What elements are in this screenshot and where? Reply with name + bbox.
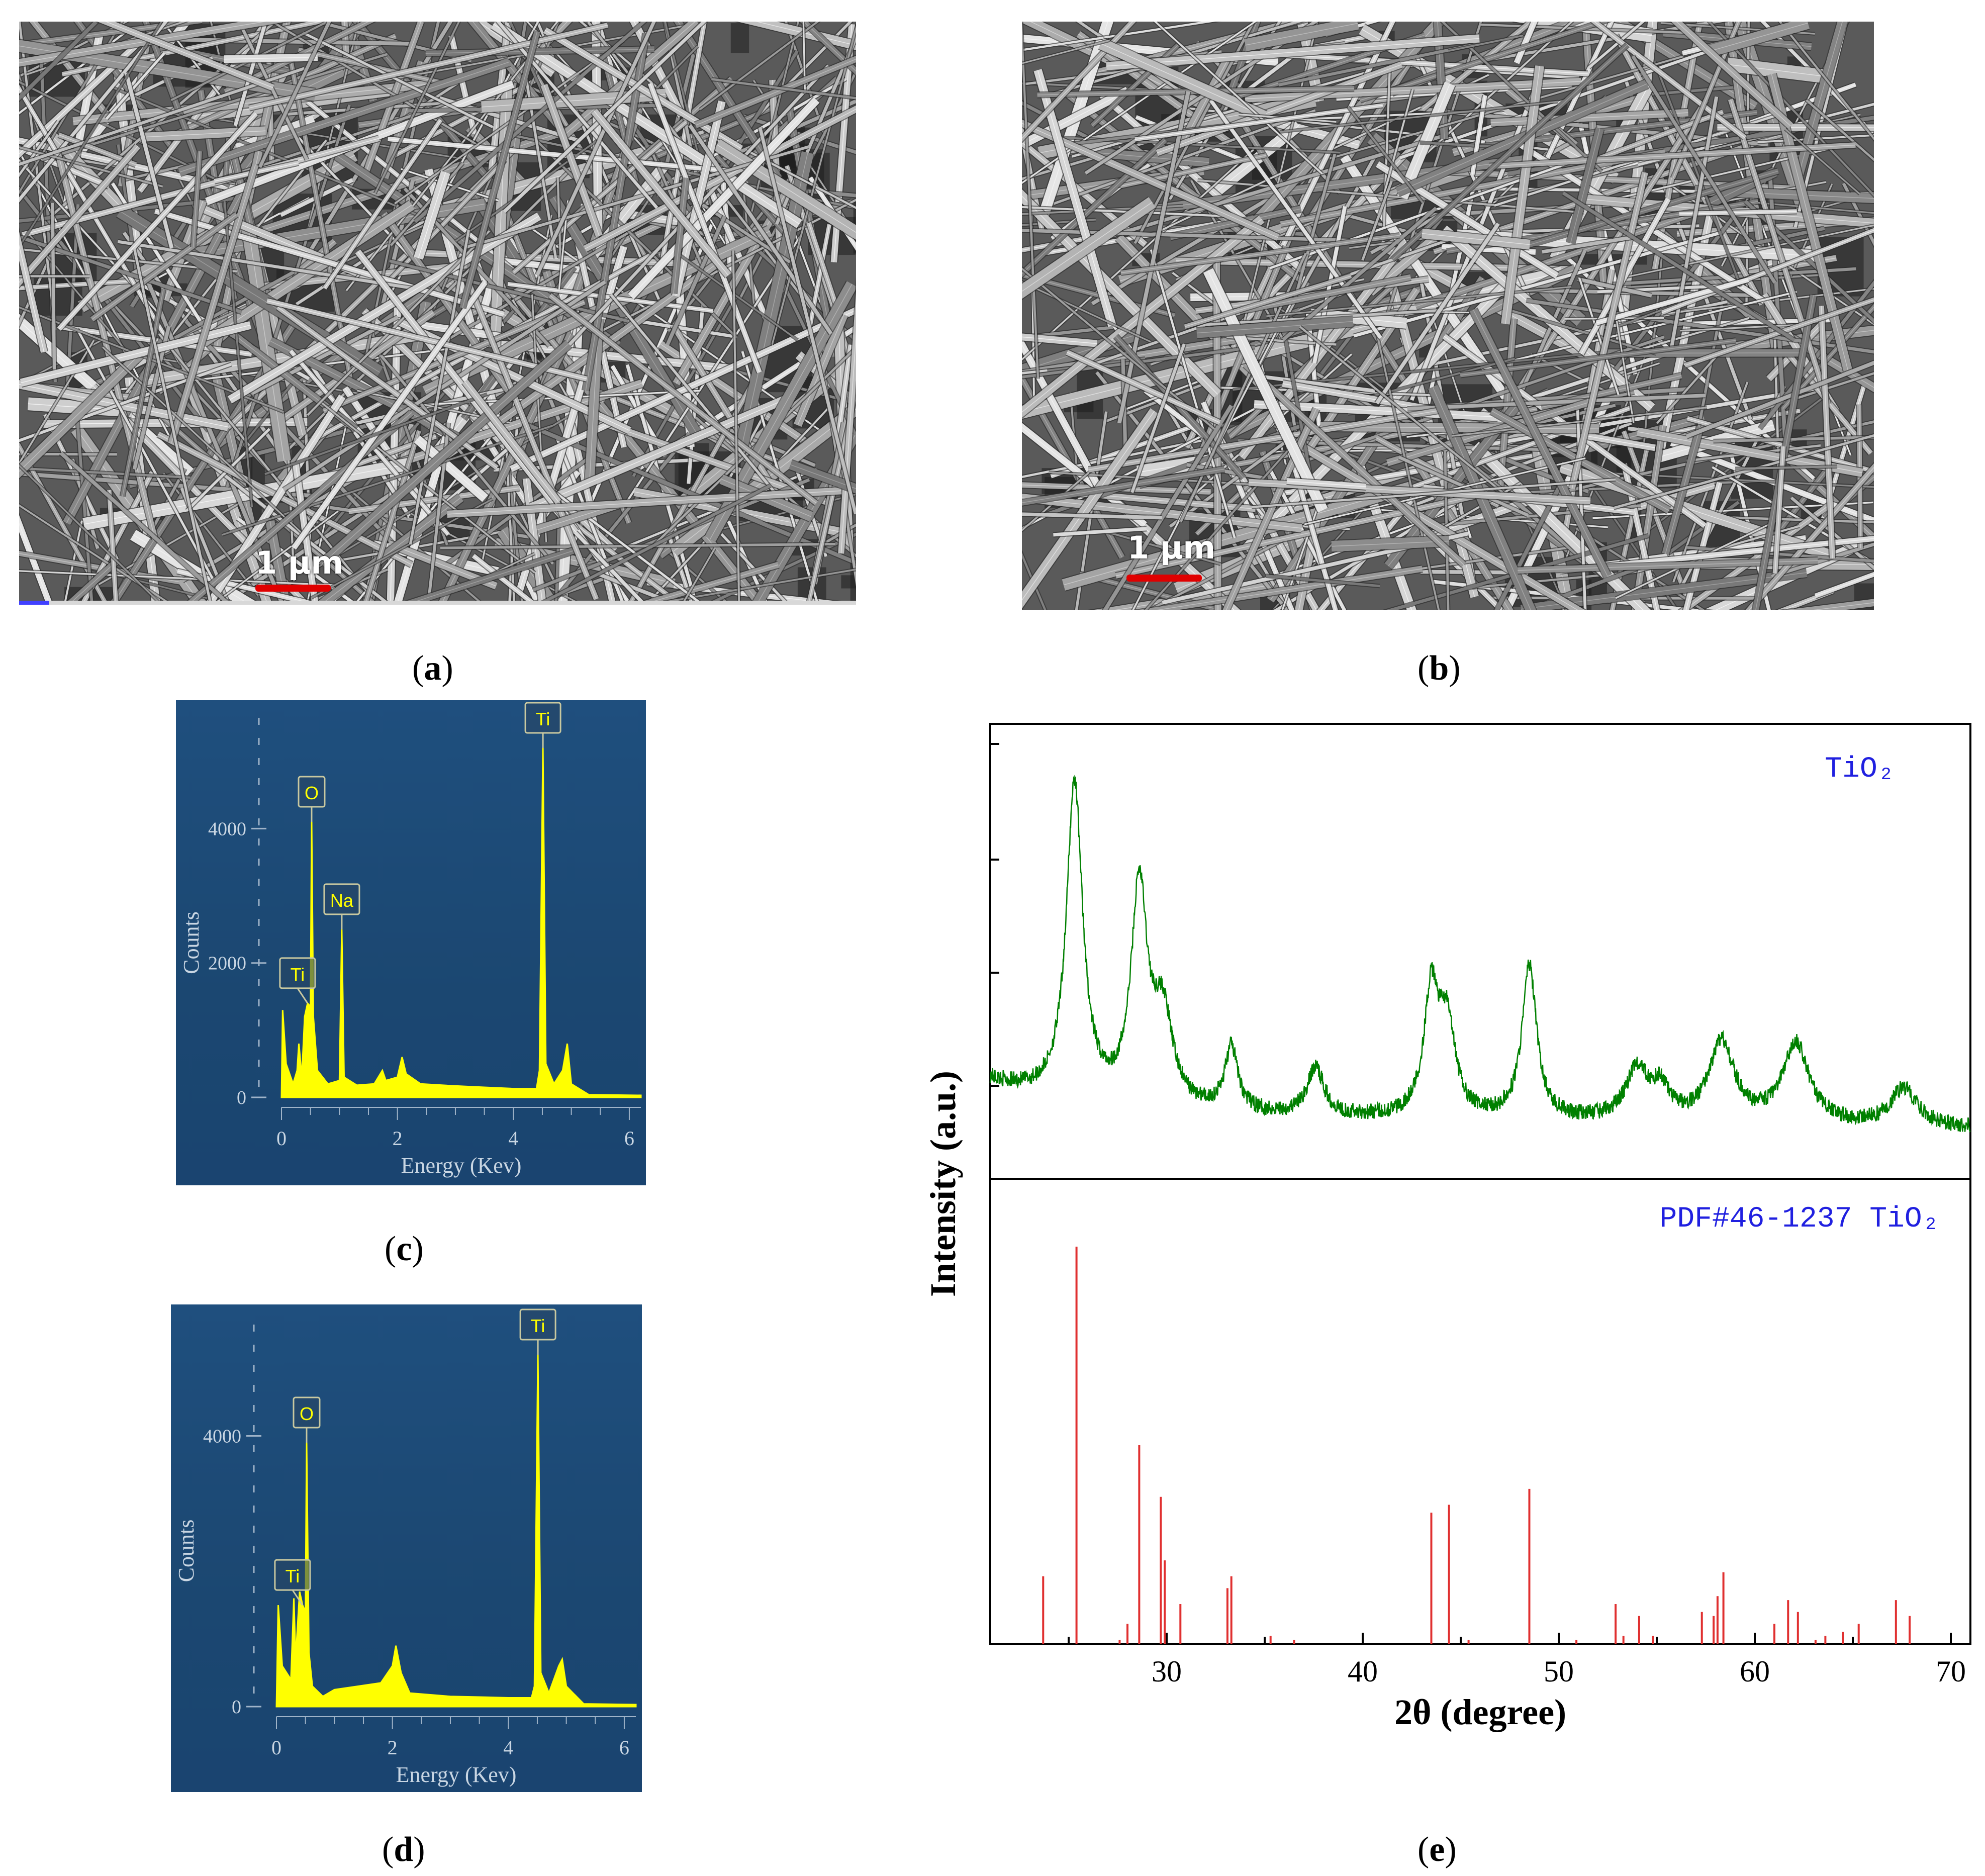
series-label-measured: TiO₂: [1825, 753, 1895, 786]
xrd-chart-e: 30 40 50 60 70 2θ (degree) Intensity (a.u.) TiO…: [923, 723, 1971, 1732]
scale-bar: [255, 585, 331, 592]
y-axis-title: Counts: [179, 911, 204, 974]
y-axis-title: Intensity (a.u.): [923, 1071, 963, 1297]
svg-text:Ti: Ti: [531, 1316, 545, 1336]
caption-b: (b): [1417, 649, 1461, 688]
caption-a: (a): [412, 649, 453, 688]
eds-chart-c: 0 2000 4000 0 2 4 6 Energy (Kev) Counts Ti O Na Ti: [179, 702, 642, 1178]
caption-c: (c): [385, 1230, 424, 1268]
x-tick-label: 70: [1936, 1655, 1966, 1688]
y-tick-label: 0: [232, 1697, 241, 1718]
peak-label: Na: [323, 883, 360, 929]
eds-spectrum: [280, 747, 642, 1098]
svg-text:Na: Na: [330, 890, 354, 911]
x-tick-label: 40: [1348, 1655, 1378, 1688]
x-tick-label: 2: [388, 1736, 398, 1759]
peak-label: Ti: [524, 702, 561, 748]
svg-text:O: O: [305, 783, 319, 803]
plot-frame: [989, 723, 1971, 1645]
x-tick-label: 0: [271, 1736, 281, 1759]
peak-label: Ti: [274, 1559, 311, 1606]
peak-label: O: [298, 776, 326, 822]
y-tick-label: 2000: [208, 953, 246, 974]
eds-panel-d: 0 4000 0 2 4 6 Energy (Kev) Counts Ti O Ti: [171, 1304, 642, 1792]
sem-fibers-a: [19, 22, 856, 605]
x-tick-label: 60: [1740, 1655, 1770, 1688]
svg-text:O: O: [300, 1403, 314, 1424]
panel-a: 1 μm: [19, 22, 856, 605]
x-tick-label: 0: [276, 1127, 287, 1150]
x-tick-label: 6: [619, 1736, 629, 1759]
x-axis-title: 2θ (degree): [1394, 1692, 1566, 1732]
sem-image-b: 1 μm: [1022, 22, 1874, 610]
peak-label: Ti: [519, 1308, 556, 1355]
peak-label: Ti: [279, 957, 316, 1004]
series-label-reference: PDF#46-1237 TiO₂: [1660, 1203, 1940, 1236]
sem-info-bar: [19, 601, 856, 605]
scale-bar-label: 1 μm: [255, 544, 343, 581]
y-axis-title: Counts: [174, 1520, 199, 1582]
x-tick-label: 4: [508, 1127, 518, 1150]
sem-fibers-b: [1022, 22, 1874, 610]
eds-chart-d: 0 4000 0 2 4 6 Energy (Kev) Counts Ti O Ti: [174, 1308, 637, 1787]
panel-b: 1 μm: [1022, 22, 1874, 610]
peak-label: O: [293, 1396, 321, 1443]
svg-text:Ti: Ti: [536, 709, 550, 729]
xrd-measured-line: [989, 775, 1971, 1133]
sem-info-accent: [19, 601, 49, 605]
sem-image-a: 1 μm: [19, 22, 856, 605]
svg-text:Ti: Ti: [286, 1566, 300, 1586]
x-tick-label: 2: [393, 1127, 403, 1150]
eds-panel-c: 0 2000 4000 0 2 4 6 Energy (Kev) Counts Ti O Na Ti: [176, 700, 646, 1185]
y-tick-label: 4000: [203, 1426, 241, 1447]
xrd-panel-e: 30 40 50 60 70 2θ (degree) Intensity (a.u.) TiO…: [905, 704, 1985, 1785]
x-tick-label: 30: [1152, 1655, 1182, 1688]
x-tick-label: 6: [624, 1127, 634, 1150]
x-axis-title: Energy (Kev): [396, 1762, 517, 1787]
svg-text:Ti: Ti: [291, 964, 305, 985]
caption-d: (d): [382, 1830, 425, 1869]
y-tick-label: 0: [237, 1087, 246, 1108]
caption-e: (e): [1417, 1830, 1457, 1869]
scale-bar-label: 1 μm: [1127, 529, 1215, 566]
x-tick-label: 4: [503, 1736, 513, 1759]
x-tick-label: 50: [1544, 1655, 1574, 1688]
y-tick-label: 4000: [208, 818, 246, 839]
x-axis-title: Energy (Kev): [401, 1153, 522, 1178]
scale-bar: [1126, 575, 1202, 582]
eds-spectrum: [275, 1354, 637, 1708]
